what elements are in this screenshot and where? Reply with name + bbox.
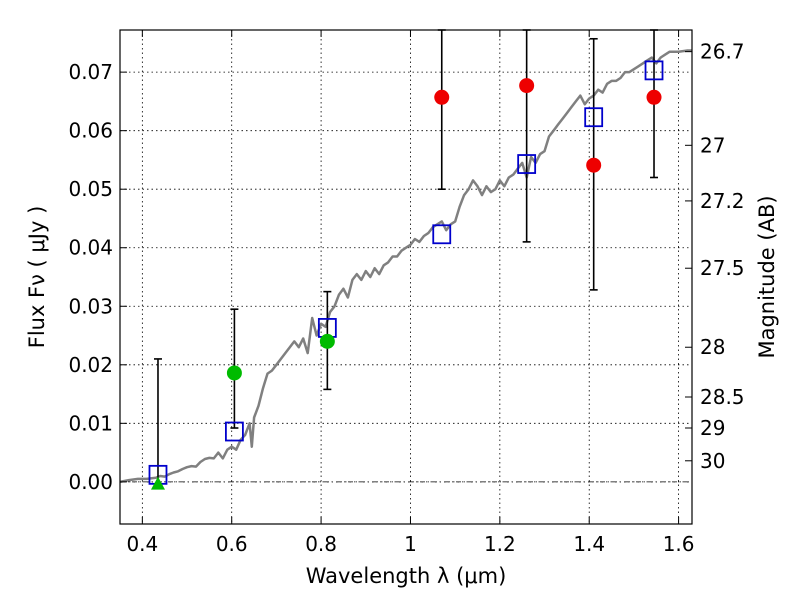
x-tick-label: 0.8 bbox=[305, 532, 337, 556]
mag-tick-label: 27.2 bbox=[700, 189, 745, 213]
x-tick-label: 1.6 bbox=[663, 532, 695, 556]
detection-point bbox=[226, 365, 242, 381]
model-sed-polyline bbox=[119, 49, 692, 484]
mag-tick-label: 26.7 bbox=[700, 40, 745, 64]
x-tick-label: 0.4 bbox=[126, 532, 158, 556]
x-tick-label: 1.2 bbox=[484, 532, 516, 556]
upper-limit-point bbox=[646, 89, 662, 105]
model-photometry-square bbox=[432, 224, 452, 245]
tick-labels: 0.4 0.6 0.8 1 1.2 1.4 1.6 0.00 0.01 0.02 0.03 0.04 0… bbox=[68, 40, 744, 556]
x-axis-label: Wavelength λ (μm) bbox=[306, 564, 507, 588]
upper-limit-point bbox=[519, 78, 535, 94]
mag-tick-label: 28 bbox=[700, 335, 725, 359]
y-tick-label: 0.01 bbox=[68, 411, 113, 435]
model-photometry-square bbox=[584, 107, 604, 128]
upper-limit-point bbox=[586, 157, 602, 173]
upper-limit-point bbox=[434, 89, 450, 105]
mag-tick-label: 28.5 bbox=[700, 385, 745, 409]
grid bbox=[120, 30, 692, 524]
x-tick-label: 1 bbox=[404, 532, 417, 556]
y-tick-label: 0.06 bbox=[68, 119, 113, 143]
model-photometry-square bbox=[517, 154, 537, 174]
mag-tick-label: 27 bbox=[700, 133, 725, 157]
y-tick-label: 0.00 bbox=[68, 470, 113, 494]
mag-tick-label: 29 bbox=[700, 416, 725, 440]
y-tick-label: 0.04 bbox=[68, 236, 113, 260]
x-tick-label: 0.6 bbox=[216, 532, 248, 556]
mag-tick-label: 30 bbox=[700, 449, 725, 473]
y-tick-label: 0.05 bbox=[68, 177, 113, 201]
y-tick-label: 0.07 bbox=[68, 60, 113, 84]
y-tick-label: 0.03 bbox=[68, 294, 113, 318]
non-detection-triangle bbox=[150, 476, 165, 490]
right-axis-label: Magnitude (AB) bbox=[755, 195, 779, 358]
detection-point bbox=[319, 333, 335, 349]
mag-tick-label: 27.5 bbox=[700, 256, 745, 280]
plot-frame bbox=[119, 29, 693, 525]
markers bbox=[148, 60, 664, 490]
y-axis-label: Flux Fν ( μJy ) bbox=[25, 206, 49, 349]
model-photometry-square bbox=[224, 421, 244, 442]
y-tick-label: 0.02 bbox=[68, 353, 113, 377]
model-sed-line bbox=[119, 49, 692, 484]
model-photometry-square bbox=[644, 60, 664, 81]
ticks bbox=[120, 30, 692, 524]
x-tick-label: 1.4 bbox=[573, 532, 605, 556]
